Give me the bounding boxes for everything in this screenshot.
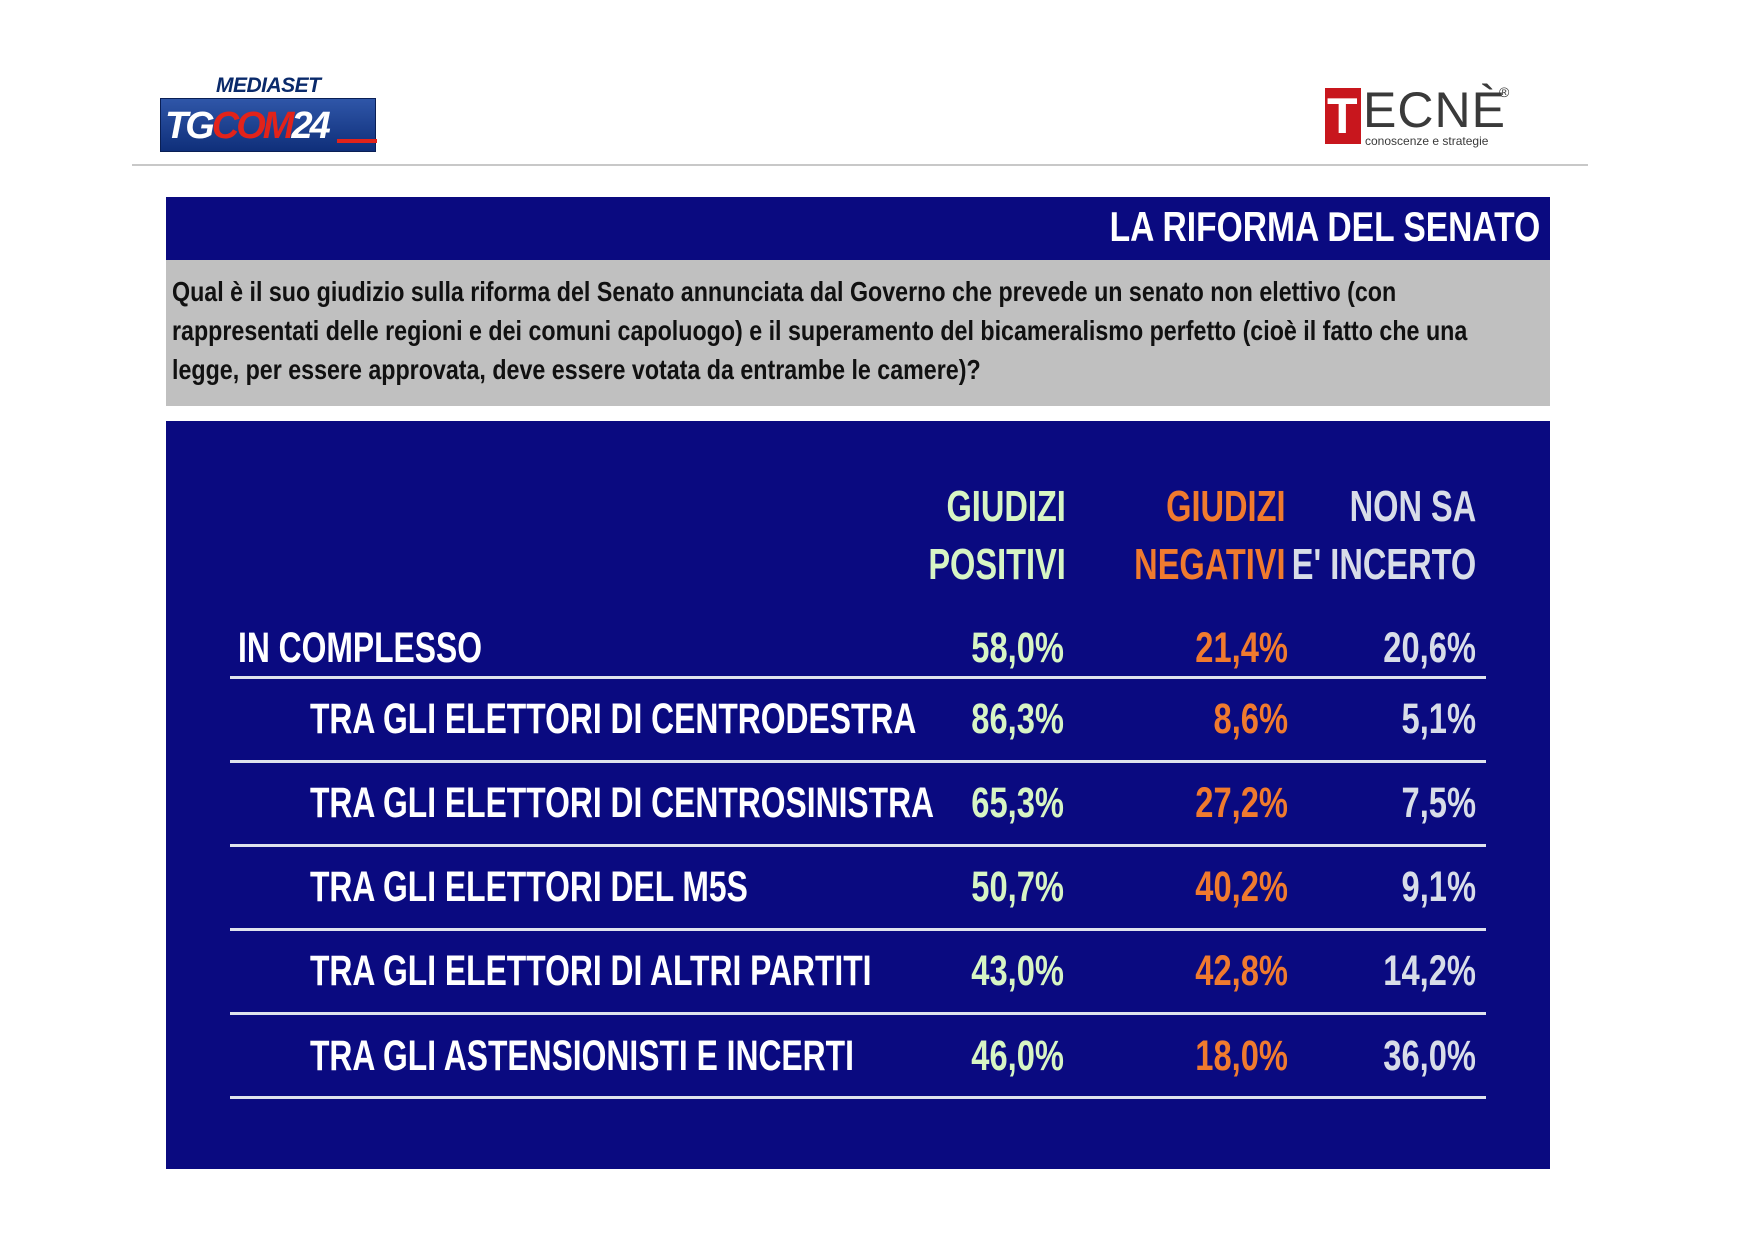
chart-title: LA RIFORMA DEL SENATO bbox=[1109, 203, 1540, 250]
col-header-negative-line1: GIUDIZI bbox=[1166, 482, 1286, 531]
row-label-overall: IN COMPLESSO bbox=[238, 624, 482, 672]
value-negative: 21,4% bbox=[1195, 624, 1288, 672]
value-uncertain: 36,0% bbox=[1383, 1032, 1476, 1080]
col-header-negative: GIUDIZI NEGATIVI bbox=[1135, 478, 1286, 594]
value-positive: 46,0% bbox=[971, 1032, 1064, 1080]
col-header-uncertain-line1: NON SA bbox=[1349, 482, 1476, 531]
col-header-positive-line1: GIUDIZI bbox=[946, 482, 1066, 531]
row-divider bbox=[230, 928, 1486, 931]
tecne-first-letter: T bbox=[1327, 88, 1358, 144]
value-negative: 8,6% bbox=[1213, 695, 1288, 743]
tg-part: TG bbox=[165, 105, 215, 147]
value-negative: 18,0% bbox=[1195, 1032, 1288, 1080]
row-divider bbox=[230, 1096, 1486, 1099]
value-uncertain: 20,6% bbox=[1383, 624, 1476, 672]
24-part: 24 bbox=[291, 105, 330, 147]
col-header-negative-line2: NEGATIVI bbox=[1134, 540, 1286, 589]
col-header-uncertain-line2: E' INCERTO bbox=[1291, 540, 1476, 589]
value-negative: 42,8% bbox=[1195, 947, 1288, 995]
value-negative: 40,2% bbox=[1195, 863, 1288, 911]
tecne-name: ECNÈ bbox=[1363, 82, 1506, 138]
col-header-positive-line2: POSITIVI bbox=[928, 540, 1066, 589]
mediaset-label: MEDIASET bbox=[216, 74, 321, 97]
com-part: COM bbox=[211, 105, 295, 147]
title-bar: LA RIFORMA DEL SENATO bbox=[166, 197, 1550, 260]
row-divider bbox=[230, 760, 1486, 763]
row-label: TRA GLI ELETTORI DEL M5S bbox=[310, 863, 748, 911]
value-positive: 58,0% bbox=[971, 624, 1064, 672]
tgcom24-text: TGCOM24 bbox=[165, 105, 331, 147]
col-header-uncertain: NON SA E' INCERTO bbox=[1292, 478, 1476, 594]
col-header-positive: GIUDIZI POSITIVI bbox=[928, 478, 1066, 594]
tgcom24-box: TGCOM24 bbox=[160, 98, 377, 152]
value-positive: 43,0% bbox=[971, 947, 1064, 995]
value-negative: 27,2% bbox=[1195, 779, 1288, 827]
tecne-logo: T ECNÈ ® conoscenze e strategie bbox=[1325, 80, 1525, 150]
value-positive: 86,3% bbox=[971, 695, 1064, 743]
row-label: TRA GLI ELETTORI DI ALTRI PARTITI bbox=[310, 947, 872, 995]
question-text: Qual è il suo giudizio sulla riforma del… bbox=[172, 276, 1468, 385]
value-uncertain: 9,1% bbox=[1401, 863, 1476, 911]
row-divider bbox=[230, 676, 1486, 679]
results-panel: GIUDIZI POSITIVI GIUDIZI NEGATIVI NON SA… bbox=[166, 421, 1550, 1169]
row-divider bbox=[230, 844, 1486, 847]
tecne-tagline: conoscenze e strategie bbox=[1365, 134, 1489, 148]
swoosh-mark bbox=[337, 139, 377, 143]
value-uncertain: 7,5% bbox=[1401, 779, 1476, 827]
registered-mark: ® bbox=[1499, 84, 1510, 100]
row-label: TRA GLI ASTENSIONISTI E INCERTI bbox=[310, 1032, 854, 1080]
value-uncertain: 5,1% bbox=[1401, 695, 1476, 743]
value-positive: 65,3% bbox=[971, 779, 1064, 827]
value-uncertain: 14,2% bbox=[1383, 947, 1476, 995]
row-label: TRA GLI ELETTORI DI CENTRODESTRA bbox=[310, 695, 917, 743]
row-label: TRA GLI ELETTORI DI CENTROSINISTRA bbox=[310, 779, 935, 827]
row-divider bbox=[230, 1012, 1486, 1015]
tecne-t-box: T bbox=[1325, 88, 1361, 144]
header-divider bbox=[132, 164, 1588, 166]
question-box: Qual è il suo giudizio sulla riforma del… bbox=[166, 260, 1550, 406]
value-positive: 50,7% bbox=[971, 863, 1064, 911]
tgcom24-logo: MEDIASET TGCOM24 bbox=[160, 74, 377, 152]
